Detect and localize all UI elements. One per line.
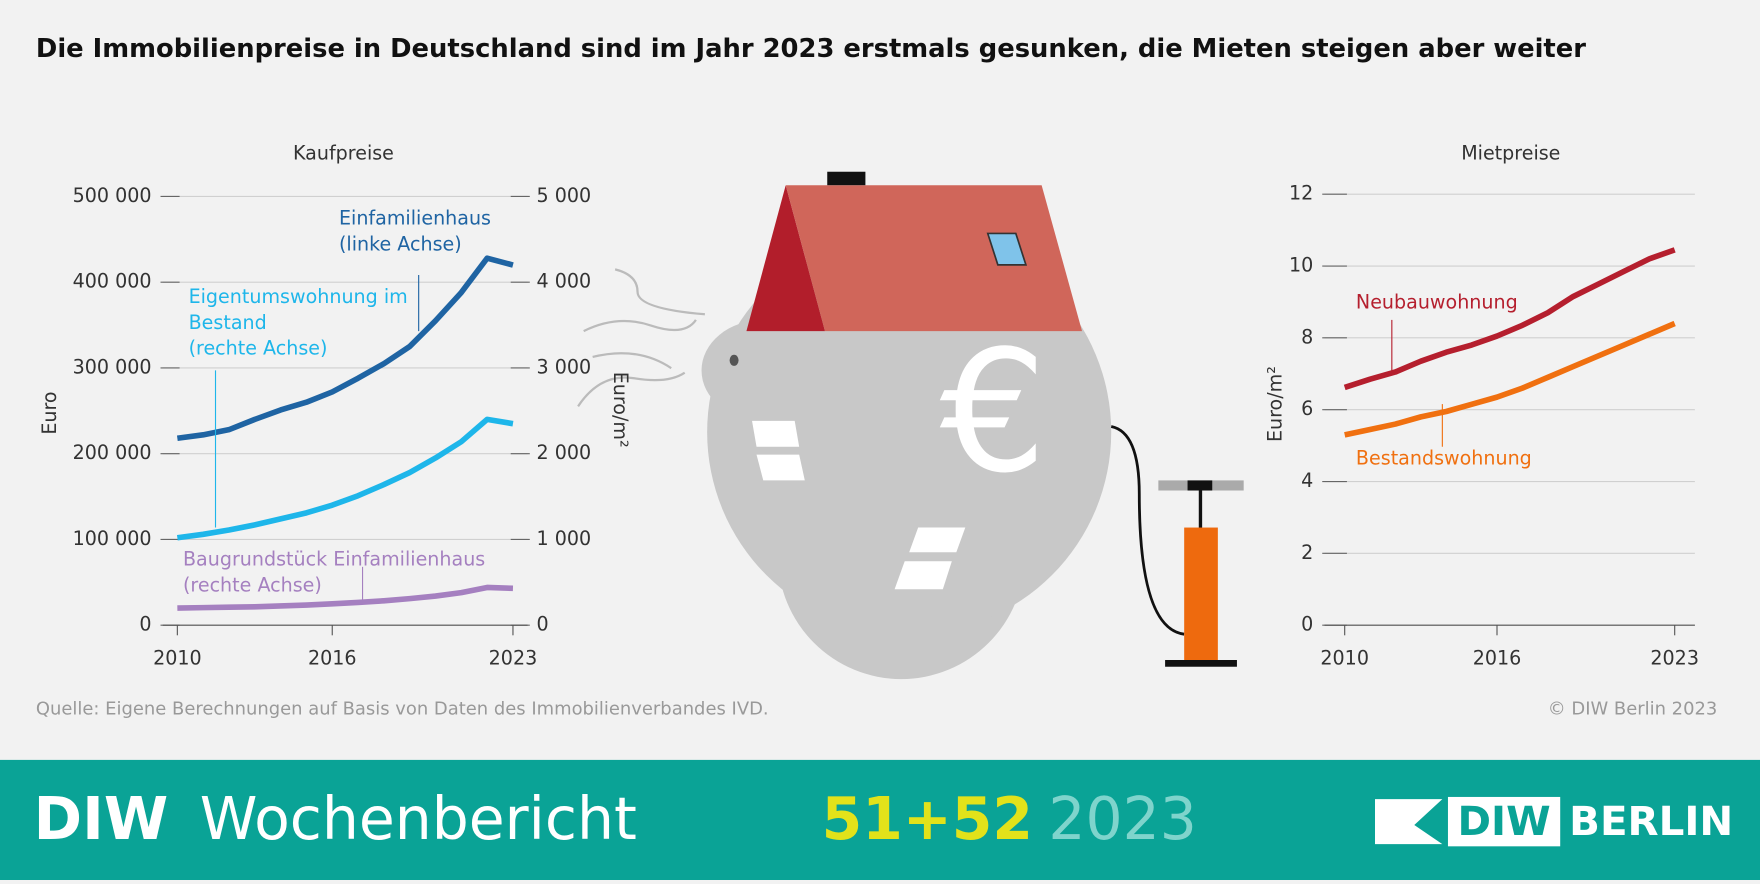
logo-bold: DIW bbox=[1458, 797, 1551, 845]
title: Die Immobilienpreise in Deutschland sind… bbox=[36, 34, 1586, 64]
year: 2023 bbox=[1048, 785, 1197, 853]
y2-tick-label: 3 000 bbox=[537, 356, 592, 378]
y-tick-label: 200 000 bbox=[73, 442, 152, 464]
series-label: Baugrundstück Einfamilienhaus bbox=[182, 548, 486, 572]
series-label-box: Baugrundstück Einfamilienhaus(rechte Ach… bbox=[182, 548, 486, 598]
y-tick-label: 500 000 bbox=[73, 185, 152, 207]
series-note: (rechte Achse) bbox=[188, 337, 328, 361]
brand-bold: DIW bbox=[34, 785, 169, 853]
series-line bbox=[1344, 320, 1676, 438]
source: Quelle: Eigene Berechnungen auf Basis vo… bbox=[36, 698, 769, 719]
y-tick-label: 12 bbox=[1289, 183, 1313, 205]
y2-tick-label: 4 000 bbox=[537, 271, 592, 293]
series-label-box: Neubauwohnung bbox=[1355, 291, 1518, 315]
logo-box bbox=[1447, 796, 1561, 847]
series-line bbox=[1343, 247, 1676, 391]
y-tick-label: 8 bbox=[1301, 326, 1313, 348]
x-tick-label: 2023 bbox=[489, 647, 538, 669]
chart-title: Mietpreise bbox=[1461, 142, 1560, 164]
y-tick-label: 0 bbox=[139, 614, 151, 636]
y-axis-title: Euro bbox=[39, 391, 61, 434]
y-tick-label: 2 bbox=[1301, 542, 1313, 564]
y-tick-label: 100 000 bbox=[73, 528, 152, 550]
issue: 51+52 bbox=[822, 785, 1033, 853]
series-note: (rechte Achse) bbox=[182, 574, 322, 598]
x-tick-label: 2010 bbox=[153, 647, 202, 669]
series-label-box: Bestandswohnung bbox=[1355, 447, 1532, 471]
series-label: Neubauwohnung bbox=[1355, 291, 1518, 315]
series-label-box: Einfamilienhaus(linke Achse) bbox=[338, 207, 492, 256]
y-tick-label: 10 bbox=[1289, 255, 1313, 277]
brand: Wochenbericht bbox=[200, 785, 637, 853]
series-label: Einfamilienhaus bbox=[338, 207, 492, 231]
x-tick-label: 2010 bbox=[1320, 647, 1369, 669]
y-tick-label: 6 bbox=[1301, 398, 1313, 420]
y-axis-title: Euro/m² bbox=[1265, 366, 1287, 442]
series-line bbox=[177, 584, 514, 611]
y2-tick-label: 2 000 bbox=[537, 442, 592, 464]
y-tick-label: 0 bbox=[1301, 614, 1313, 636]
series-label-box: Eigentumswohnung im Bestand(rechte Achse… bbox=[188, 286, 408, 361]
series-label: Bestandswohnung bbox=[1355, 447, 1532, 471]
chart-title: Kaufpreise bbox=[293, 142, 394, 164]
series-note: (linke Achse) bbox=[338, 233, 462, 256]
copyright: © DIW Berlin 2023 bbox=[1548, 698, 1718, 719]
logo: BERLIN bbox=[1569, 797, 1733, 845]
y2-tick-label: 5 000 bbox=[537, 185, 592, 207]
y-tick-label: 300 000 bbox=[73, 356, 152, 378]
y2-tick-label: 1 000 bbox=[537, 528, 592, 550]
y2-axis-title: Euro/m² bbox=[609, 372, 631, 448]
series-line bbox=[176, 416, 514, 541]
series-label: Eigentumswohnung im Bestand bbox=[188, 286, 408, 335]
y-tick-label: 400 000 bbox=[73, 271, 152, 293]
euro-symbol: € bbox=[940, 314, 1047, 510]
illustration: € bbox=[577, 171, 1244, 680]
series-line bbox=[176, 255, 514, 442]
logo-mark bbox=[1375, 799, 1443, 845]
y2-tick-label: 0 bbox=[537, 614, 549, 636]
x-tick-label: 2023 bbox=[1650, 647, 1699, 669]
y-tick-label: 4 bbox=[1301, 470, 1313, 492]
x-tick-label: 2016 bbox=[308, 647, 357, 669]
x-tick-label: 2016 bbox=[1473, 647, 1522, 669]
